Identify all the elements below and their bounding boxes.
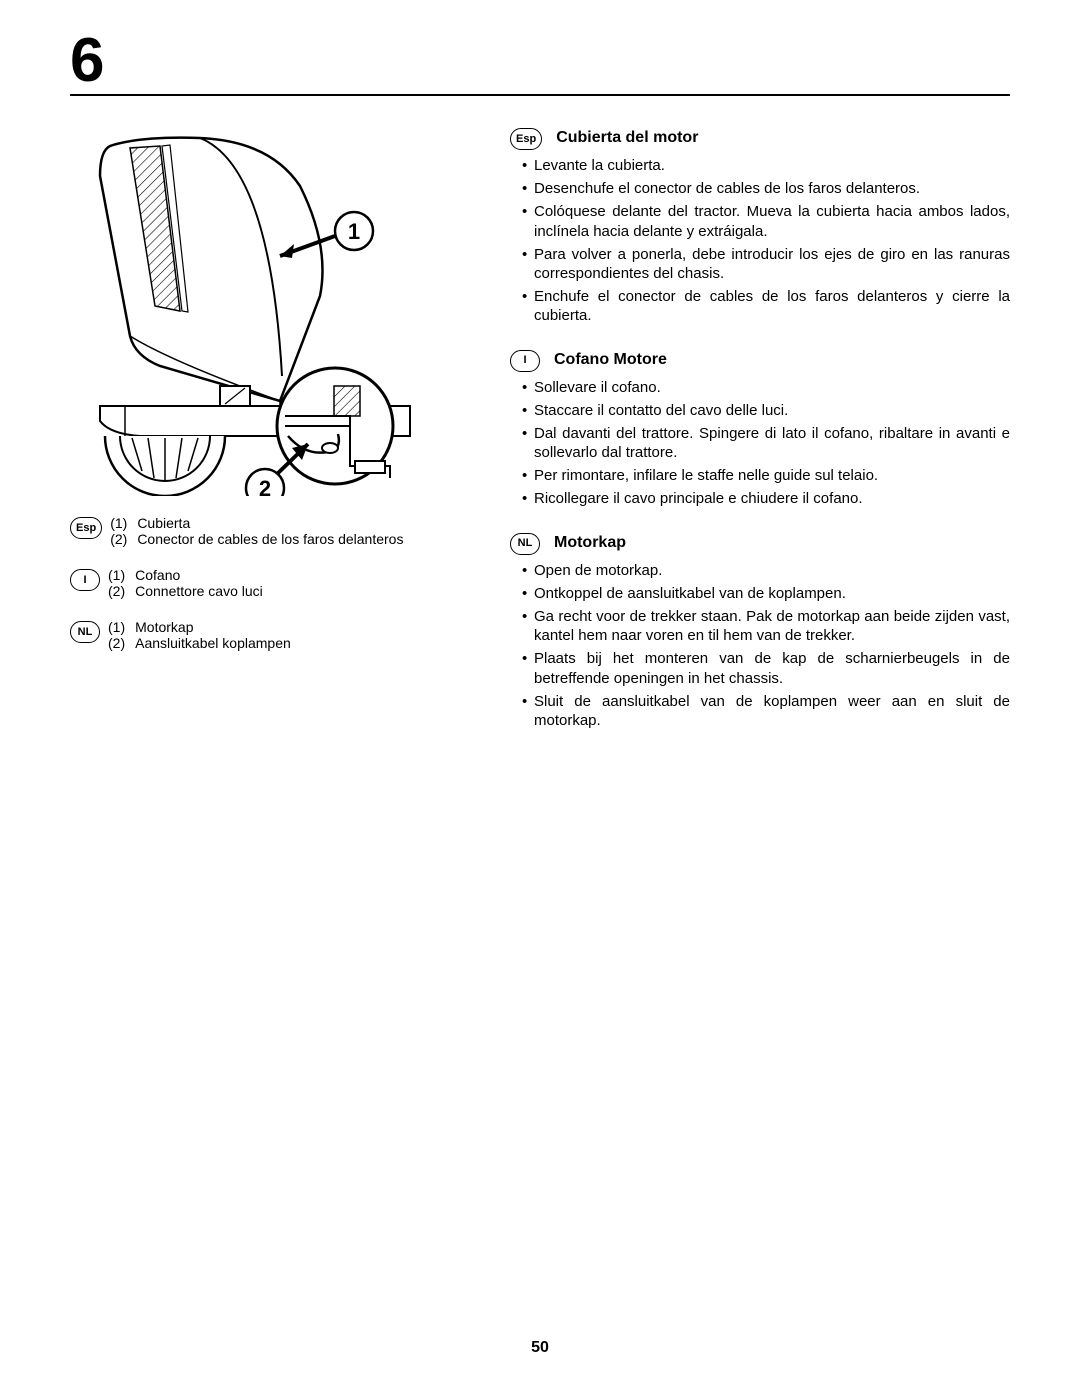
legend-it: I (1)Cofano (2)Connettore cavo luci	[70, 567, 480, 599]
section-header-esp: Esp Cubierta del motor	[510, 126, 1010, 150]
legend-text: Aansluitkabel koplampen	[135, 635, 291, 651]
hood-diagram: 1 2	[70, 126, 480, 501]
lang-badge-it: I	[510, 350, 540, 372]
section-title-nl: Motorkap	[554, 534, 626, 552]
bullet-list-esp: Levante la cubierta. Desenchufe el conec…	[510, 156, 1010, 326]
legend-text: Connettore cavo luci	[135, 583, 263, 599]
bullet-item: Desenchufe el conector de cables de los …	[522, 179, 1010, 198]
header-rule	[70, 94, 1010, 96]
bullet-item: Dal davanti del trattore. Spingere di la…	[522, 424, 1010, 462]
legend-num: (1)	[110, 515, 137, 531]
section-header-nl: NL Motorkap	[510, 531, 1010, 555]
section-it: I Cofano Motore Sollevare il cofano. Sta…	[510, 348, 1010, 509]
page-number: 50	[0, 1339, 1080, 1357]
bullet-item: Ontkoppel de aansluitkabel van de koplam…	[522, 584, 1010, 603]
diagram-svg: 1 2	[70, 126, 480, 496]
section-title-esp: Cubierta del motor	[556, 129, 698, 147]
bullet-item: Colóquese delante del tractor. Mueva la …	[522, 202, 1010, 240]
lang-badge-nl: NL	[510, 533, 540, 555]
legend-items-esp: (1)Cubierta (2)Conector de cables de los…	[110, 515, 403, 547]
lang-badge-it: I	[70, 569, 100, 591]
bullet-list-it: Sollevare il cofano. Staccare il contatt…	[510, 378, 1010, 509]
legend-text: Motorkap	[135, 619, 291, 635]
lang-badge-nl: NL	[70, 621, 100, 643]
legend-num: (1)	[108, 619, 135, 635]
bullet-item: Per rimontare, infilare le staffe nelle …	[522, 466, 1010, 485]
page-container: 6	[0, 0, 1080, 752]
section-header-it: I Cofano Motore	[510, 348, 1010, 372]
bullet-item: Ricollegare il cavo principale e chiuder…	[522, 489, 1010, 508]
legend-num: (1)	[108, 567, 135, 583]
legend-nl: NL (1)Motorkap (2)Aansluitkabel koplampe…	[70, 619, 480, 651]
bullet-item: Staccare il contatto del cavo delle luci…	[522, 401, 1010, 420]
section-nl: NL Motorkap Open de motorkap. Ontkoppel …	[510, 531, 1010, 731]
bullet-item: Enchufe el conector de cables de los far…	[522, 287, 1010, 325]
bullet-item: Levante la cubierta.	[522, 156, 1010, 175]
legend-items-nl: (1)Motorkap (2)Aansluitkabel koplampen	[108, 619, 291, 651]
left-column: 1 2 Esp (1)Cubierta (2)Conector de cable…	[70, 126, 480, 752]
bullet-list-nl: Open de motorkap. Ontkoppel de aansluitk…	[510, 561, 1010, 731]
legend-num: (2)	[108, 635, 135, 651]
section-title-it: Cofano Motore	[554, 351, 667, 369]
callout-2-label: 2	[259, 476, 271, 496]
legend-esp: Esp (1)Cubierta (2)Conector de cables de…	[70, 515, 480, 547]
bullet-item: Sluit de aansluitkabel van de koplampen …	[522, 692, 1010, 730]
callout-1-label: 1	[348, 219, 360, 244]
content-row: 1 2 Esp (1)Cubierta (2)Conector de cable…	[70, 126, 1010, 752]
bullet-item: Ga recht voor de trekker staan. Pak de m…	[522, 607, 1010, 645]
lang-badge-esp: Esp	[70, 517, 102, 539]
bullet-item: Sollevare il cofano.	[522, 378, 1010, 397]
legend-text: Cubierta	[137, 515, 403, 531]
legend-num: (2)	[110, 531, 137, 547]
legend-text: Conector de cables de los faros delanter…	[137, 531, 403, 547]
chapter-number: 6	[70, 30, 1010, 92]
right-column: Esp Cubierta del motor Levante la cubier…	[510, 126, 1010, 752]
legend-items-it: (1)Cofano (2)Connettore cavo luci	[108, 567, 263, 599]
legend-text: Cofano	[135, 567, 263, 583]
bullet-item: Para volver a ponerla, debe introducir l…	[522, 245, 1010, 283]
section-esp: Esp Cubierta del motor Levante la cubier…	[510, 126, 1010, 326]
lang-badge-esp: Esp	[510, 128, 542, 150]
bullet-item: Plaats bij het monteren van de kap de sc…	[522, 649, 1010, 687]
legend-num: (2)	[108, 583, 135, 599]
bullet-item: Open de motorkap.	[522, 561, 1010, 580]
